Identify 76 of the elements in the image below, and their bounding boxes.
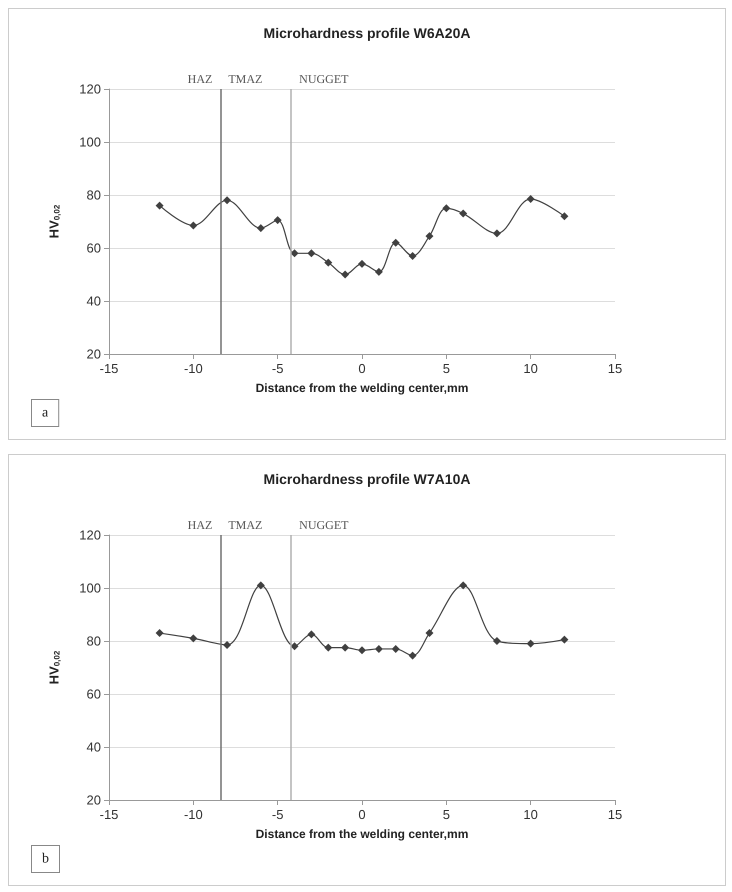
chart-title: Microhardness profile W6A20A [264, 25, 470, 41]
x-tick-label: 10 [523, 361, 538, 376]
point [223, 640, 232, 649]
point [560, 636, 568, 644]
point [341, 270, 350, 278]
point [374, 268, 383, 276]
text: TMAZ [228, 518, 262, 532]
point [442, 204, 450, 212]
text: NUGGET [299, 72, 350, 86]
chart-title: Microhardness profile W7A10A [264, 471, 470, 487]
text: NUGGET [299, 518, 350, 532]
x-tick-label: 15 [608, 807, 622, 822]
x-axis-title: Distance from the welding center,mm [256, 827, 468, 841]
y-tick-label: 20 [86, 792, 101, 808]
y-tick-label: 80 [86, 188, 101, 202]
point [307, 249, 316, 258]
point [526, 640, 535, 648]
y-tick-label: 120 [79, 82, 101, 96]
point [358, 646, 366, 654]
x-tick-label: 5 [442, 361, 450, 376]
x-axis-title: Distance from the welding center,mm [256, 381, 468, 395]
y-tick-label: 60 [86, 240, 101, 256]
x-tick-label: 0 [358, 807, 366, 822]
point [189, 221, 198, 230]
text: HAZ [188, 72, 212, 86]
x-tick-label: -5 [272, 361, 284, 376]
point [459, 210, 468, 218]
point [274, 216, 282, 224]
point [459, 581, 468, 590]
x-tick-label: -10 [184, 807, 203, 822]
point [290, 249, 299, 258]
point [256, 581, 265, 590]
point [374, 644, 383, 653]
text: HAZ [188, 518, 212, 532]
point [324, 258, 332, 267]
x-tick-label: 0 [358, 361, 366, 376]
y-tick-label: 40 [86, 294, 101, 308]
point [392, 644, 400, 653]
x-tick-label: 10 [523, 807, 538, 822]
point [492, 637, 501, 645]
point [156, 202, 164, 210]
x-tick-label: -15 [100, 361, 118, 376]
text: TMAZ [228, 72, 262, 86]
point [492, 229, 501, 238]
y-tick-label: 80 [86, 634, 101, 648]
point [425, 629, 434, 638]
point [290, 642, 299, 650]
point [307, 630, 316, 638]
point [358, 260, 366, 268]
x-tick-label: 5 [442, 807, 450, 822]
y-tick-label: 20 [86, 346, 101, 362]
point [341, 644, 350, 652]
x-tick-label: 15 [608, 361, 622, 376]
x-tick-label: -15 [100, 807, 118, 822]
point [526, 194, 535, 203]
y-tick-label: 60 [86, 686, 101, 702]
point [425, 232, 434, 240]
text: b [42, 852, 49, 866]
point [408, 652, 417, 660]
point [223, 196, 232, 204]
y-axis-title: HV0,02 [46, 204, 62, 238]
point [156, 629, 164, 638]
y-tick-label: 100 [79, 580, 101, 596]
point [256, 224, 265, 232]
point [408, 252, 417, 260]
y-tick-label: 40 [86, 740, 101, 754]
x-tick-label: -10 [184, 361, 203, 376]
y-tick-label: 100 [79, 134, 101, 150]
y-axis-title: HV0,02 [46, 650, 62, 684]
point [560, 212, 568, 220]
point [189, 634, 198, 642]
text: a [42, 406, 49, 420]
point [392, 238, 400, 247]
point [324, 644, 332, 652]
x-tick-label: -5 [272, 807, 284, 822]
y-tick-label: 120 [79, 528, 101, 542]
